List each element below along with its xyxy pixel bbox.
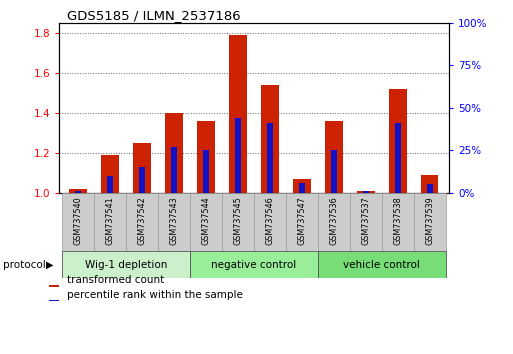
Text: GDS5185 / ILMN_2537186: GDS5185 / ILMN_2537186 xyxy=(67,9,241,22)
Bar xyxy=(331,150,337,193)
Bar xyxy=(49,285,60,287)
Bar xyxy=(318,193,350,251)
Bar xyxy=(190,193,222,251)
Bar xyxy=(286,193,318,251)
Bar xyxy=(62,193,94,251)
Bar xyxy=(190,251,318,278)
Bar xyxy=(203,150,209,193)
Text: GSM737543: GSM737543 xyxy=(169,197,179,245)
Bar xyxy=(69,189,87,193)
Bar xyxy=(133,143,151,193)
Text: GSM737537: GSM737537 xyxy=(361,196,370,245)
Bar xyxy=(197,121,215,193)
Text: GSM737541: GSM737541 xyxy=(106,197,114,245)
Text: transformed count: transformed count xyxy=(67,275,164,285)
Bar xyxy=(235,118,241,193)
Bar xyxy=(107,176,113,193)
Bar xyxy=(126,193,158,251)
Text: GSM737536: GSM737536 xyxy=(329,197,339,245)
Bar xyxy=(413,193,446,251)
Bar xyxy=(318,251,446,278)
Text: GSM737538: GSM737538 xyxy=(393,197,402,245)
Text: GSM737540: GSM737540 xyxy=(74,197,83,245)
Bar xyxy=(267,123,273,193)
Text: GSM737542: GSM737542 xyxy=(137,196,147,245)
Bar xyxy=(389,89,406,193)
Bar xyxy=(254,193,286,251)
Bar xyxy=(102,155,119,193)
Bar xyxy=(165,113,183,193)
Bar xyxy=(171,147,177,193)
Bar xyxy=(395,123,401,193)
Text: percentile rank within the sample: percentile rank within the sample xyxy=(67,290,243,300)
Bar xyxy=(49,300,60,302)
Text: Wig-1 depletion: Wig-1 depletion xyxy=(85,259,167,270)
Text: ▶: ▶ xyxy=(46,259,54,270)
Text: negative control: negative control xyxy=(211,259,297,270)
Bar xyxy=(75,191,81,193)
Text: vehicle control: vehicle control xyxy=(343,259,420,270)
Text: GSM737547: GSM737547 xyxy=(298,196,306,245)
Text: GSM737545: GSM737545 xyxy=(233,196,243,245)
Bar xyxy=(325,121,343,193)
Bar xyxy=(357,191,374,193)
Text: GSM737544: GSM737544 xyxy=(202,197,210,245)
Text: GSM737546: GSM737546 xyxy=(265,197,274,245)
Bar xyxy=(94,193,126,251)
Bar xyxy=(222,193,254,251)
Bar xyxy=(229,35,247,193)
Bar xyxy=(382,193,413,251)
Bar xyxy=(421,175,439,193)
Bar xyxy=(293,179,311,193)
Bar xyxy=(62,251,190,278)
Text: GSM737539: GSM737539 xyxy=(425,196,434,245)
Bar xyxy=(299,183,305,193)
Bar xyxy=(261,85,279,193)
Bar xyxy=(350,193,382,251)
Bar xyxy=(427,184,432,193)
Text: protocol: protocol xyxy=(3,259,45,270)
Bar xyxy=(139,167,145,193)
Bar xyxy=(158,193,190,251)
Bar xyxy=(363,191,369,193)
